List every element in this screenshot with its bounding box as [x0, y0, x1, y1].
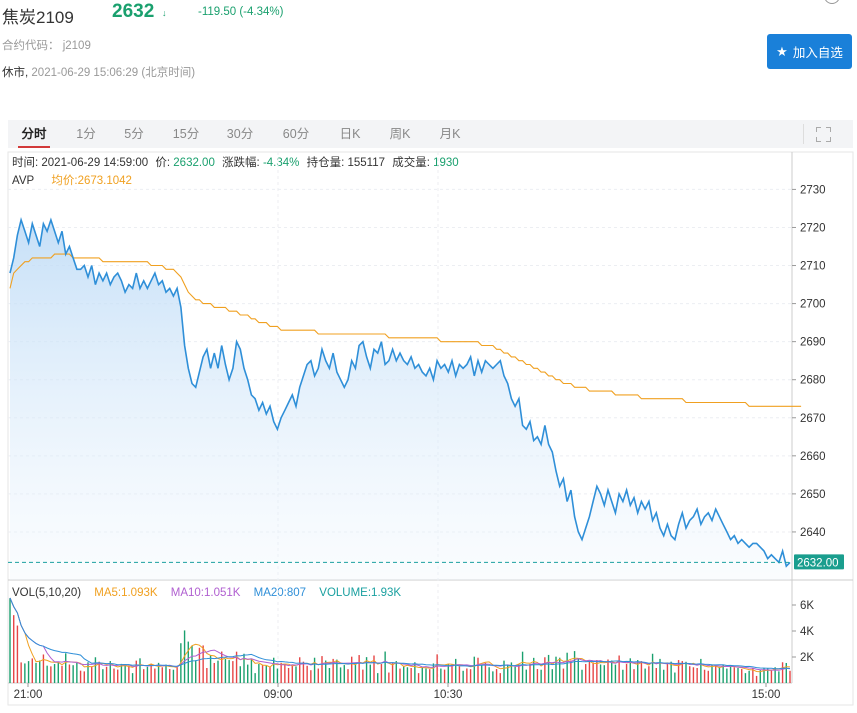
tab-intraday[interactable]: 分时 — [16, 120, 52, 148]
vol-tick-label: 2K — [800, 652, 814, 664]
chart-frame — [7, 151, 854, 706]
y-tick-label: 2700 — [800, 299, 826, 311]
x-tick-label: 21:00 — [14, 689, 43, 701]
vol-ma10-line — [9, 597, 791, 671]
avp-legend: AVP 均价:2673.1042 — [12, 172, 132, 188]
x-tick-label: 15:00 — [752, 689, 781, 701]
vol-legend-3: MA20:807 — [253, 587, 307, 599]
tab-weekly[interactable]: 周K — [389, 127, 411, 141]
x-tick-label: 10:30 — [434, 689, 463, 701]
y-tick-label: 2670 — [800, 413, 826, 425]
y-tick-label: 2660 — [800, 451, 826, 463]
volume-legend: VOL(5,10,20) MA5:1.093K MA10:1.051K MA20… — [12, 587, 411, 599]
vol-legend-2: MA10:1.051K — [170, 587, 241, 599]
toolbar-divider — [803, 124, 804, 144]
tab-daily[interactable]: 日K — [339, 127, 361, 141]
y-tick-label: 2650 — [800, 489, 826, 501]
contract-title: 焦炭2109 — [2, 8, 74, 27]
info-open-interest: 持仓量: 155117 — [306, 157, 386, 169]
y-tick-label: 2680 — [800, 375, 826, 387]
last-price: 2632 — [112, 1, 155, 22]
vol-legend-0: VOL(5,10,20) — [12, 587, 82, 599]
last-price-tag-label: 2632.00 — [797, 557, 839, 569]
vol-ma5-line — [9, 597, 791, 673]
add-watchlist-button[interactable]: ★ 加入自选 — [767, 34, 852, 69]
vol-legend-4: VOLUME:1.93K — [319, 587, 402, 599]
y-tick-label: 2730 — [800, 184, 826, 196]
info-change-label: 涨跌幅: — [222, 157, 263, 169]
x-tick-label: 09:00 — [264, 689, 293, 701]
star-icon: ★ — [776, 43, 788, 59]
period-toolbar: 分时 1分 5分 15分 30分 60分 日K 周K 月K — [8, 120, 853, 148]
y-tick-label: 2690 — [800, 337, 826, 349]
market-status-text: 休市, — [2, 67, 29, 79]
vol-tick-label: 6K — [800, 600, 814, 612]
info-time: 时间: 2021-06-29 14:59:00 — [12, 157, 149, 169]
info-change-value: -4.34% — [262, 157, 300, 169]
tab-monthly[interactable]: 月K — [439, 127, 461, 141]
contract-code-label: 合约代码： — [2, 40, 60, 52]
info-price-value: 2632.00 — [173, 157, 215, 169]
tab-60min[interactable]: 60分 — [282, 127, 310, 141]
vol-ma20-line — [9, 597, 791, 670]
average-price-line — [9, 253, 802, 407]
price-change: -119.50 (-4.34%) — [198, 6, 284, 18]
avp-average: 均价:2673.1042 — [51, 175, 132, 187]
tab-15min[interactable]: 15分 — [172, 127, 200, 141]
info-volume-value: 1930 — [433, 157, 459, 169]
y-tick-label: 2640 — [800, 527, 826, 539]
tab-1min[interactable]: 1分 — [76, 127, 96, 141]
info-volume-label: 成交量: — [392, 157, 434, 169]
price-area — [10, 219, 790, 580]
add-watchlist-label: 加入自选 — [792, 46, 843, 60]
y-tick-label: 2720 — [800, 222, 826, 234]
down-arrow-icon: ↓ — [162, 8, 167, 18]
fullscreen-icon[interactable] — [816, 127, 831, 142]
y-tick-label: 2710 — [800, 261, 826, 273]
avp-label: AVP — [12, 175, 35, 187]
tab-30min[interactable]: 30分 — [226, 127, 254, 141]
crosshair-info: 时间: 2021-06-29 14:59:00 价: 2632.00 涨跌幅: … — [12, 154, 463, 170]
vol-legend-1: MA5:1.093K — [94, 587, 158, 599]
contract-code-value: j2109 — [62, 40, 91, 52]
contract-code: 合约代码： j2109 — [2, 37, 91, 53]
info-price-label: 价: — [155, 157, 174, 169]
market-status: 休市, 2021-06-29 15:06:29 (北京时间) — [2, 64, 195, 80]
vol-tick-label: 4K — [800, 626, 814, 638]
tab-5min[interactable]: 5分 — [124, 127, 144, 141]
last-price-tag — [794, 554, 844, 570]
price-line — [9, 217, 791, 568]
market-datetime: 2021-06-29 15:06:29 (北京时间) — [31, 67, 196, 79]
